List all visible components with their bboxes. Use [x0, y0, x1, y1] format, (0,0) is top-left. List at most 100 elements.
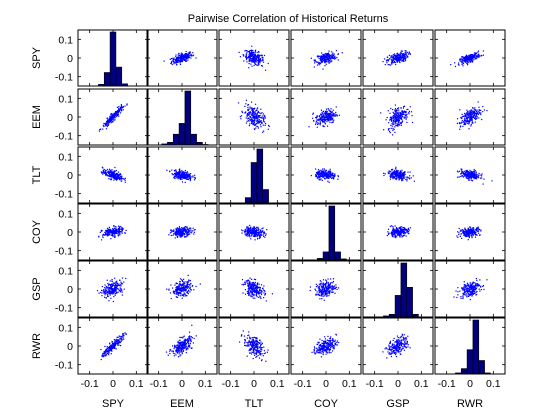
scatter-point: [466, 117, 469, 119]
scatter-point: [324, 116, 326, 119]
scatter-point: [246, 55, 248, 57]
scatter-point: [174, 177, 176, 180]
scatter-point: [314, 175, 317, 177]
scatter-point: [326, 120, 328, 123]
scatter-point: [466, 63, 468, 65]
scatter-point: [192, 55, 194, 57]
scatter-point: [245, 122, 248, 124]
scatter-point: [246, 114, 248, 116]
scatter-point: [473, 173, 476, 175]
scatter-point: [173, 63, 175, 65]
scatter-point: [467, 228, 469, 230]
scatter-point: [179, 168, 181, 170]
scatter-point: [471, 237, 473, 239]
scatter-point: [477, 112, 479, 114]
scatter-point: [328, 118, 330, 120]
scatter-point: [332, 112, 334, 114]
scatter-point: [328, 59, 330, 62]
scatter-point: [457, 236, 459, 239]
scatter-point: [104, 171, 106, 173]
panel-coy-vs-spy: [77, 203, 149, 261]
scatter-point: [113, 115, 115, 117]
scatter-point: [383, 174, 385, 177]
scatter-point: [460, 168, 462, 170]
scatter-point: [117, 235, 120, 237]
scatter-point: [109, 294, 111, 296]
scatter-point: [318, 179, 320, 181]
scatter-point: [250, 122, 253, 124]
scatter-point: [469, 116, 471, 118]
scatter-point: [180, 174, 182, 176]
scatter-point: [106, 121, 108, 123]
scatter-point: [174, 233, 176, 235]
scatter-point: [396, 123, 399, 125]
scatter-point: [188, 51, 191, 53]
scatter-point: [390, 56, 392, 58]
scatter-point: [257, 235, 259, 237]
scatter-point: [181, 57, 184, 59]
histogram-bar: [262, 189, 269, 204]
scatter-point: [396, 117, 398, 119]
scatter-point: [466, 56, 468, 58]
scatter-point: [473, 176, 475, 178]
scatter-point: [462, 125, 464, 127]
scatter-point: [192, 54, 195, 56]
scatter-point: [393, 118, 395, 121]
scatter-point: [407, 108, 409, 111]
scatter-point: [185, 57, 187, 60]
scatter-point: [259, 60, 261, 62]
scatter-point: [468, 120, 470, 122]
scatter-point: [190, 227, 192, 229]
scatter-point: [175, 230, 177, 233]
scatter-point: [176, 61, 178, 63]
scatter-point: [118, 105, 120, 108]
scatter-point: [180, 174, 182, 177]
scatter-point: [322, 58, 324, 60]
scatter-point: [469, 59, 471, 61]
scatter-point: [323, 53, 325, 56]
scatter-point: [404, 53, 406, 55]
scatter-point: [259, 62, 261, 64]
scatter-point: [180, 58, 183, 61]
scatter-point: [471, 175, 473, 177]
scatter-point: [248, 54, 250, 56]
scatter-point: [400, 175, 402, 177]
scatter-point: [401, 236, 403, 238]
scatter-point: [404, 173, 406, 175]
scatter-point: [187, 54, 189, 56]
scatter-point: [478, 109, 480, 111]
scatter-point: [391, 123, 393, 125]
scatter-point: [398, 124, 400, 126]
scatter-point: [329, 115, 331, 118]
scatter-point: [245, 111, 247, 113]
scatter-point: [398, 61, 400, 63]
scatter-point: [111, 169, 113, 171]
scatter-point: [405, 114, 407, 116]
scatter-point: [477, 50, 480, 52]
scatter-point: [121, 227, 123, 229]
scatter-point: [251, 45, 253, 47]
scatter-point: [394, 120, 396, 122]
scatter-point: [184, 53, 186, 56]
scatter-point: [399, 55, 401, 57]
scatter-point: [462, 229, 464, 231]
scatter-point: [476, 111, 478, 113]
scatter-point: [257, 57, 260, 60]
scatter-point: [178, 175, 181, 177]
scatter-point: [326, 116, 328, 118]
scatter-point: [465, 60, 467, 63]
scatter-point: [470, 124, 472, 126]
scatter-point: [397, 176, 399, 178]
scatter-point: [319, 176, 321, 179]
scatter-point: [254, 53, 256, 56]
scatter-point: [387, 233, 390, 235]
scatter-point: [308, 126, 310, 128]
scatter-point: [112, 177, 114, 179]
scatter-point: [105, 174, 107, 177]
scatter-point: [177, 57, 180, 59]
scatter-point: [326, 112, 328, 115]
scatter-point: [265, 233, 267, 235]
scatter-point: [324, 170, 327, 172]
scatter-point: [322, 119, 324, 121]
scatter-point: [463, 58, 466, 60]
